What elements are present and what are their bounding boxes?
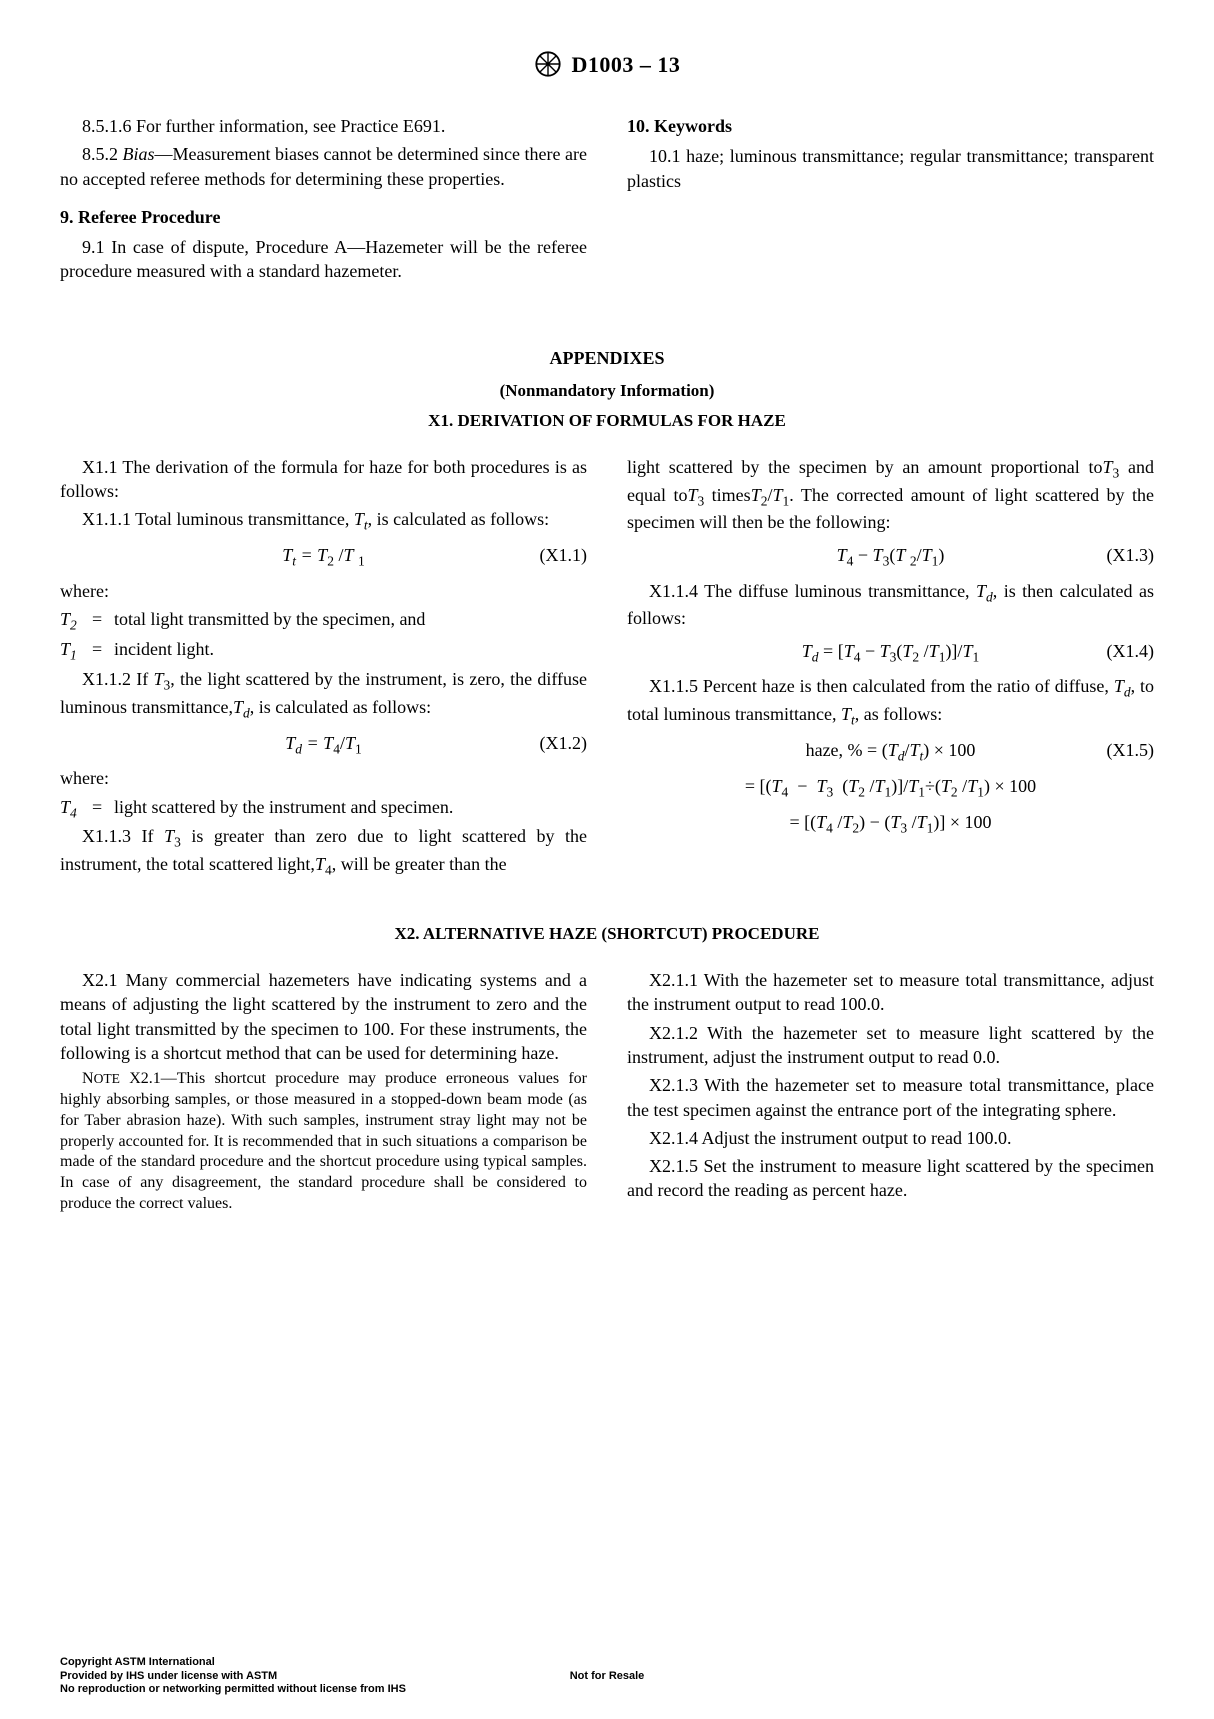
para-8516: 8.5.1.6 For further information, see Pra… xyxy=(60,114,587,138)
where-1: where: xyxy=(60,579,587,603)
heading-9: 9. Referee Procedure xyxy=(60,205,587,229)
appendix-subtitle: (Nonmandatory Information) xyxy=(60,381,1154,401)
x1-p2: X1.1.1 Total luminous transmittance, Tt,… xyxy=(60,507,587,535)
x1-p6: X1.1.5 Percent haze is then calculated f… xyxy=(627,674,1154,730)
x1-p3: X1.1.2 If T3, the light scattered by the… xyxy=(60,667,587,723)
para-101: 10.1 haze; luminous transmittance; regul… xyxy=(627,144,1154,193)
x2-rp2: X2.1.2 With the hazemeter set to measure… xyxy=(627,1021,1154,1070)
def-t1: T1= incident light. xyxy=(60,637,587,665)
heading-10: 10. Keywords xyxy=(627,114,1154,138)
x2-p1: X2.1 Many commercial hazemeters have ind… xyxy=(60,968,587,1065)
equation-x12: Td = T4/T1 (X1.2) xyxy=(60,731,587,759)
document-page: D1003 – 13 8.5.1.6 For further informati… xyxy=(0,0,1214,1719)
x2-title: X2. ALTERNATIVE HAZE (SHORTCUT) PROCEDUR… xyxy=(60,924,1154,944)
footer-line-1: Copyright ASTM International xyxy=(60,1656,1154,1670)
x2-rp1: X2.1.1 With the hazemeter set to measure… xyxy=(627,968,1154,1017)
equation-x14: Td = [T4 − T3(T2 /T1)]/T1 (X1.4) xyxy=(627,639,1154,667)
x2-columns: X2.1 Many commercial hazemeters have ind… xyxy=(60,968,1154,1219)
equation-x13: T4 − T3(T 2/T1) (X1.3) xyxy=(627,543,1154,571)
x1-p1: X1.1 The derivation of the formula for h… xyxy=(60,455,587,504)
document-header: D1003 – 13 xyxy=(60,50,1154,84)
para-91: 9.1 In case of dispute, Procedure A—Haze… xyxy=(60,235,587,284)
equation-x15c: = [(T4 /T2) − (T3 /T1)] × 100 xyxy=(627,810,1154,838)
astm-logo-icon xyxy=(534,50,562,84)
x1-rp1: light scattered by the specimen by an am… xyxy=(627,455,1154,535)
x1-title: X1. DERIVATION OF FORMULAS FOR HAZE xyxy=(60,411,1154,431)
doc-designation: D1003 – 13 xyxy=(572,52,681,77)
x1-columns: X1.1 The derivation of the formula for h… xyxy=(60,455,1154,884)
x1-p4: X1.1.3 If T3 is greater than zero due to… xyxy=(60,824,587,880)
x2-right-col: X2.1.1 With the hazemeter set to measure… xyxy=(627,968,1154,1219)
footer-line-3: No reproduction or networking permitted … xyxy=(60,1683,1154,1697)
equation-x11: Tt = T2 /T 1 (X1.1) xyxy=(60,543,587,571)
top-columns: 8.5.1.6 For further information, see Pra… xyxy=(60,114,1154,288)
top-left-col: 8.5.1.6 For further information, see Pra… xyxy=(60,114,587,288)
def-t4: T4= light scattered by the instrument an… xyxy=(60,795,587,823)
x1-left-col: X1.1 The derivation of the formula for h… xyxy=(60,455,587,884)
x2-rp5: X2.1.5 Set the instrument to measure lig… xyxy=(627,1154,1154,1203)
x2-rp3: X2.1.3 With the hazemeter set to measure… xyxy=(627,1073,1154,1122)
equation-x15a: haze, % = (Td/Tt) × 100 (X1.5) xyxy=(627,738,1154,766)
top-right-col: 10. Keywords 10.1 haze; luminous transmi… xyxy=(627,114,1154,288)
x2-left-col: X2.1 Many commercial hazemeters have ind… xyxy=(60,968,587,1219)
para-852: 8.5.2 Bias—Measurement biases cannot be … xyxy=(60,142,587,191)
x1-p5: X1.1.4 The diffuse luminous transmittanc… xyxy=(627,579,1154,631)
appendix-title: APPENDIXES xyxy=(60,348,1154,369)
not-for-resale: Not for Resale xyxy=(570,1670,645,1684)
where-2: where: xyxy=(60,766,587,790)
x1-right-col: light scattered by the specimen by an am… xyxy=(627,455,1154,884)
x2-note: NOTE X2.1—This shortcut procedure may pr… xyxy=(60,1069,587,1215)
x2-rp4: X2.1.4 Adjust the instrument output to r… xyxy=(627,1126,1154,1150)
page-footer: Copyright ASTM International Provided by… xyxy=(60,1656,1154,1697)
equation-x15b: = [(T4 − T3 (T2 /T1)]/T1÷(T2 /T1) × 100 xyxy=(627,774,1154,802)
def-t2: T2= total light transmitted by the speci… xyxy=(60,607,587,635)
